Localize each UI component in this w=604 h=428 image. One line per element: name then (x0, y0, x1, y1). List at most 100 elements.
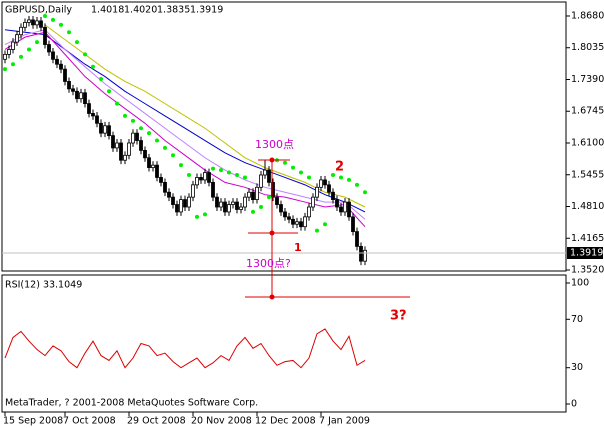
candle-body (259, 174, 263, 188)
sar-dot (291, 165, 295, 170)
candle-body (275, 196, 279, 205)
chart-title: GBPUSD,Daily (5, 5, 72, 16)
candle-body (355, 231, 359, 247)
candle-body (339, 206, 343, 213)
candle-body (79, 92, 83, 100)
candle-body (323, 179, 327, 186)
sar-dot (203, 212, 207, 217)
candle-body (163, 181, 167, 193)
candle-body (295, 221, 299, 225)
sar-dot (35, 40, 39, 45)
candle-body (151, 164, 155, 169)
x-tick-label: 7 Jan 2009 (319, 416, 370, 427)
candle-body (215, 196, 219, 208)
annotation: 3? (390, 309, 407, 324)
candle-body (67, 81, 71, 90)
candle-body (331, 191, 335, 201)
candle-body (263, 169, 267, 176)
candle-body (183, 199, 187, 208)
candle-body (335, 199, 339, 208)
candle-body (155, 164, 159, 178)
candle-body (119, 142, 123, 161)
y-tick-label: 1.8035 (571, 42, 604, 53)
candle-body (223, 201, 227, 213)
candle-body (247, 191, 251, 198)
ohlc-low: 1.3835 (157, 5, 190, 16)
moving-average (4, 29, 366, 220)
candle-body (343, 201, 347, 213)
candle-body (199, 177, 203, 181)
candle-body (347, 201, 351, 218)
annotation: 1300点 (255, 138, 294, 151)
sar-dot (83, 52, 87, 57)
rsi-title: RSI(12) 33.1049 (5, 280, 82, 291)
rsi-tick-label: 70 (571, 314, 583, 325)
sar-dot (115, 101, 119, 106)
sar-dot (51, 17, 55, 22)
sar-dot (283, 160, 287, 165)
candle-body (147, 157, 151, 169)
sar-dot (307, 175, 311, 180)
sar-dot (219, 168, 223, 173)
candle-body (171, 196, 175, 205)
sar-dot (3, 67, 7, 72)
x-tick-label: 12 Dec 2008 (255, 416, 316, 427)
candle-body (23, 21, 27, 28)
candle-body (135, 132, 139, 141)
candle-body (219, 201, 223, 208)
sar-dot (163, 145, 167, 150)
annotation: 2 (335, 160, 344, 175)
sar-dot (19, 54, 23, 59)
sar-dot (147, 131, 151, 136)
x-tick-label: 15 Sep 2008 (3, 416, 63, 427)
sar-dot (267, 195, 271, 200)
candle-body (239, 206, 243, 210)
sar-dot (171, 153, 175, 158)
y-tick-label: 1.6100 (571, 137, 604, 148)
candle-body (311, 196, 315, 208)
y-tick-label: 1.3520 (571, 265, 604, 276)
y-tick-label: 1.6745 (571, 106, 604, 117)
x-tick-label: 20 Nov 2008 (191, 416, 252, 427)
candle-body (231, 201, 235, 205)
candle-body (159, 177, 163, 183)
sar-dot (363, 190, 367, 195)
candle-body (327, 184, 331, 193)
last-price-label: 1.3919 (570, 248, 603, 259)
sar-dot (155, 138, 159, 143)
sar-dot (355, 182, 359, 187)
sar-dot (123, 113, 127, 118)
candle-body (103, 125, 107, 134)
ohlc-high: 1.4020 (124, 5, 157, 16)
candle-body (19, 26, 23, 36)
sar-dot (91, 64, 95, 69)
rsi-tick-label: 30 (571, 362, 583, 373)
candle-body (15, 34, 19, 43)
sar-dot (187, 172, 191, 177)
y-tick-label: 1.8680 (571, 10, 604, 21)
sar-dot (251, 209, 255, 214)
sar-dot (339, 175, 343, 180)
candle-body (95, 115, 99, 124)
candle-body (307, 206, 311, 218)
candle-body (123, 154, 127, 161)
candle-body (99, 122, 103, 134)
sar-dot (75, 40, 79, 45)
ohlc-close: 1.3919 (190, 5, 223, 16)
candle-body (207, 172, 211, 183)
sar-dot (211, 166, 215, 171)
candle-body (283, 211, 287, 218)
sar-dot (107, 89, 111, 94)
price-pane (1, 1, 567, 272)
annotation: 1300点? (246, 257, 291, 270)
rsi-tick-label: 0 (571, 399, 577, 410)
candle-body (7, 49, 11, 55)
candle-body (351, 216, 355, 233)
candle-body (75, 90, 79, 100)
candle-body (131, 132, 135, 144)
sar-dot (227, 170, 231, 175)
candle-body (203, 172, 207, 181)
y-tick-label: 1.7390 (571, 74, 604, 85)
candle-body (27, 19, 31, 23)
